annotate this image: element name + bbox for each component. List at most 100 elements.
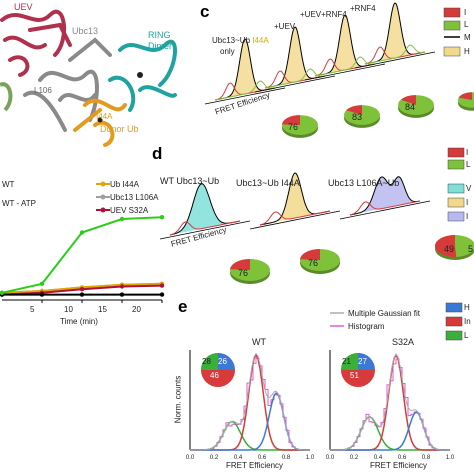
b-series-atp-point-3 — [119, 292, 125, 297]
d-title-1: Ubc13~Ub I44A — [236, 178, 300, 188]
e-legend-right-swatch-1 — [445, 316, 463, 327]
c-baseline-2 — [304, 63, 386, 81]
c-pie-3-slice — [458, 92, 472, 100]
c-top-label-0: +UEV — [274, 22, 296, 31]
e-fit-0 — [190, 352, 310, 451]
d-legend-0: I — [466, 148, 469, 157]
e-wt-pie-0: 28 — [202, 357, 211, 366]
e-xtick-0-1: 0.2 — [210, 455, 219, 461]
c-high-fill-0 — [215, 39, 275, 100]
d-legend-4: I — [466, 212, 469, 221]
e-gauss-1-2 — [330, 411, 450, 451]
e-xtick-0-3: 0.6 — [258, 455, 267, 461]
c-legend-l: L — [464, 20, 469, 29]
panel-a-structure: UEV Ubc13 RING Dimer L106 I44A Donor Ub — [0, 0, 180, 150]
d-pie-0-slice — [230, 259, 250, 270]
e-xlabel-wt: FRET Efficiency — [226, 461, 284, 470]
time-course-plot — [0, 181, 165, 303]
label-ring: RING — [148, 30, 171, 40]
d-pie-2-slice — [435, 235, 457, 257]
panel-c-label: c — [200, 2, 210, 21]
b-legend-marker-2 — [100, 181, 106, 187]
legend-ub-i44a: Ub I44A — [110, 180, 139, 189]
c-mid-curve-1 — [264, 68, 326, 89]
c-top-label-2: +RNF4 — [350, 4, 376, 13]
e-legend-right-swatch-2 — [445, 330, 463, 341]
d-wt-low-curve — [169, 220, 241, 236]
c-high-fill-1 — [265, 27, 325, 88]
b-series-atp-point-2 — [79, 292, 85, 297]
panel-b-time-course: WT WT - ATP Ub I44A Ubc13 L106A UEV S32A… — [0, 160, 180, 330]
b-xtick-1: 10 — [64, 305, 73, 314]
e-title-s32a: S32A — [392, 337, 415, 347]
e-xtick-1-2: 0.4 — [374, 455, 383, 461]
c-legend-swatch-0 — [443, 7, 461, 18]
b-xtick-0: 5 — [30, 305, 35, 314]
e-xtick-1-4: 0.8 — [422, 455, 431, 461]
legend-wt: WT — [2, 180, 15, 189]
c-left-label: Ubc13~Ub I44A — [212, 36, 269, 45]
d-pie-value-2: 49 — [444, 244, 455, 254]
b-xlabel: Time (min) — [60, 317, 98, 326]
panel-d-label: d — [152, 144, 163, 163]
e-xtick-0-4: 0.8 — [282, 455, 291, 461]
b-legend-marker-3 — [100, 194, 106, 200]
d-legend-2: V — [466, 184, 472, 193]
e-pie-0-slice-green — [201, 353, 218, 370]
e-xtick-1-5: 1.0 — [446, 455, 455, 461]
label-uev: UEV — [14, 2, 33, 12]
d-l106a-low-curve — [349, 200, 421, 216]
e-s32a-pie-2: 51 — [350, 371, 359, 380]
d-legend-swatch-2 — [447, 183, 465, 194]
panel-c-fret-curves — [204, 2, 474, 138]
c-legend-swatch-3 — [443, 46, 461, 57]
d-legend-1: L — [466, 160, 471, 169]
b-series-wt-point-4 — [159, 215, 165, 220]
panel-c: c +UEV +UEV+RNF4 +RNF4 Ubc13~Ub I44A onl… — [180, 0, 474, 140]
b-series-uev-point-2 — [79, 287, 85, 292]
d-legend-swatch-3 — [447, 197, 465, 208]
e-legend-right-swatch-0 — [445, 302, 463, 313]
c-pie-1-slice — [346, 105, 362, 115]
c-pie-value-1: 83 — [352, 112, 363, 122]
e-legend-fit: Multiple Gaussian fit — [348, 309, 421, 318]
c-left-label-only: only — [220, 47, 235, 56]
c-left-label-1: Ubc13~Ub — [212, 36, 253, 45]
d-pie-1-slice — [300, 249, 320, 260]
d-pie-value-0: 76 — [238, 268, 249, 278]
b-series-wt-point-0 — [0, 290, 5, 295]
c-legend-h: H — [464, 47, 470, 56]
c-legend-m: M — [464, 33, 471, 42]
e-s32a-pie-1: 27 — [358, 357, 367, 366]
c-legend-swatch-1 — [443, 20, 461, 31]
protein-structure-illustration — [0, 9, 177, 147]
d-title-0-text: WT Ubc13~Ub — [160, 176, 220, 186]
d-pie-small-value: 5 — [468, 244, 474, 254]
d-wt-baseline — [159, 220, 251, 240]
e-legend-right-2: L — [464, 331, 469, 340]
c-high-fill-2 — [315, 15, 375, 76]
label-donor-ub: Donor Ub — [100, 124, 139, 134]
c-pie-0-slice — [282, 115, 300, 125]
c-mid-curve-0 — [214, 80, 276, 101]
e-legend-right-0: H — [464, 303, 470, 312]
d-title-0: WT Ubc13~Ub — [160, 176, 219, 186]
c-mid-curve-3 — [364, 44, 426, 65]
d-i44a-fill — [260, 173, 330, 225]
e-xtick-1-0: 0.0 — [326, 455, 335, 461]
c-mid-curve-2 — [314, 56, 376, 77]
panel-e: e 0.0 0.2 0.4 0.6 0.8 1.0 0.0 0.2 0.4 0.6 0.8 1.0 M… — [173, 295, 474, 474]
legend-wt-atp: WT - ATP — [2, 199, 36, 208]
c-high-fill-3 — [365, 3, 425, 64]
e-xtick-0-0: 0.0 — [186, 455, 195, 461]
legend-ubc13-l106a: Ubc13 L106A — [110, 193, 159, 202]
panel-e-label: e — [178, 297, 188, 316]
b-series-uev-point-4 — [159, 283, 165, 288]
c-top-label-1: +UEV+RNF4 — [300, 10, 347, 19]
panel-d-fret-curves — [159, 147, 474, 284]
d-title-2: Ubc13 L106A~Ub — [328, 178, 400, 188]
e-xtick-1-3: 0.6 — [398, 455, 407, 461]
c-pie-2-slice — [400, 95, 416, 105]
label-l106: L106 — [34, 86, 52, 95]
d-l106a-fill — [350, 176, 420, 215]
